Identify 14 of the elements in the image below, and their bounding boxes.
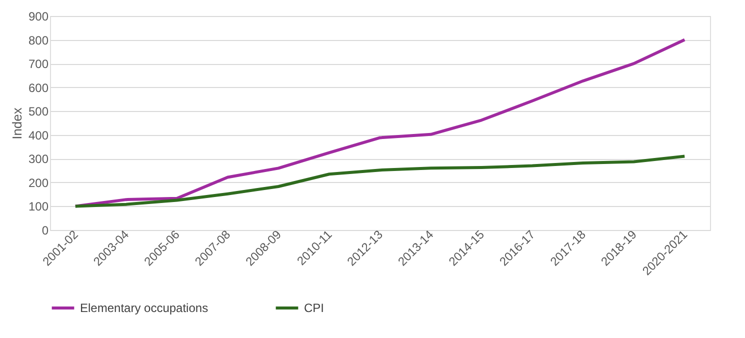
y-tick-label: 600 <box>28 80 49 95</box>
line-series <box>74 154 686 208</box>
y-axis-title: Index <box>9 107 24 140</box>
y-tick-label: 900 <box>28 10 49 24</box>
legend-label: Elementary occupations <box>80 301 208 315</box>
line-series <box>74 38 686 208</box>
legend-label: CPI <box>304 301 324 315</box>
y-tick-label: 200 <box>28 176 49 190</box>
y-tick-label: 700 <box>28 57 49 72</box>
y-tick-label: 400 <box>28 128 49 142</box>
y-tick-label: 800 <box>28 33 49 48</box>
y-tick-label: 500 <box>28 104 49 119</box>
y-tick-label: 300 <box>28 152 49 166</box>
y-tick-label: 100 <box>28 200 49 214</box>
